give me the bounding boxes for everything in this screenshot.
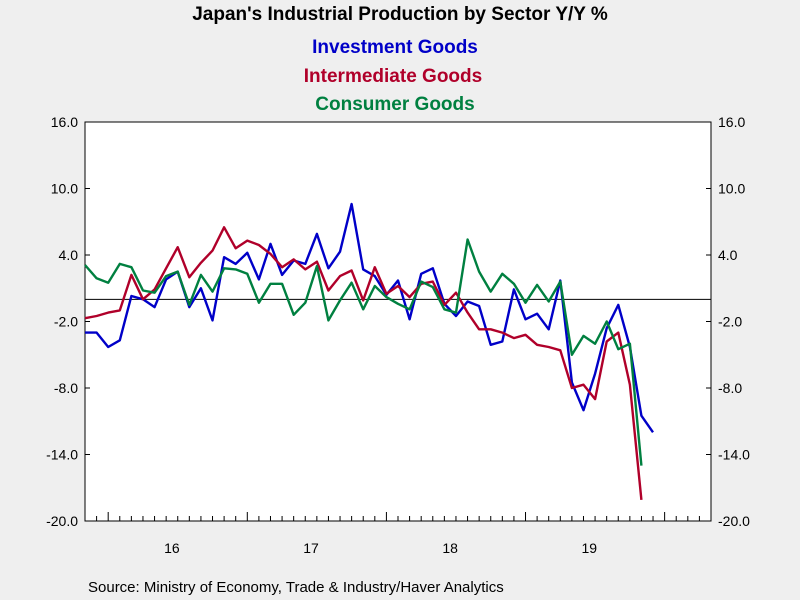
x-tick-label: 19 — [581, 540, 597, 556]
y-tick-label-left: 4.0 — [59, 247, 79, 263]
y-tick-label-left: 10.0 — [51, 181, 78, 197]
plot-area — [84, 121, 712, 522]
y-tick-label-right: -2.0 — [718, 314, 742, 330]
legend-consumer-goods: Consumer Goods — [315, 94, 474, 115]
x-tick-label: 16 — [164, 540, 180, 556]
y-tick-label-right: -14.0 — [718, 447, 750, 463]
y-tick-label-left: -20.0 — [46, 513, 78, 529]
y-tick-label-right: -8.0 — [718, 380, 742, 396]
series-line-intermediate-goods — [84, 226, 643, 501]
chart-title: Japan's Industrial Production by Sector … — [192, 4, 608, 25]
x-tick-label: 18 — [442, 540, 458, 556]
y-tick-label-left: 16.0 — [51, 114, 78, 130]
source-note: Source: Ministry of Economy, Trade & Ind… — [88, 579, 504, 596]
series-lines — [84, 202, 654, 501]
y-tick-label-left: -14.0 — [46, 447, 78, 463]
axes: 16.0 16.0 10.0 10.0 4.0 4.0 -2.0 -2.0 -8.0 -8.0 -1… — [46, 114, 750, 556]
y-tick-label-left: -2.0 — [54, 314, 78, 330]
series-line-consumer-goods — [84, 238, 643, 466]
y-tick-label-right: -20.0 — [718, 513, 750, 529]
y-tick-label-right: 16.0 — [718, 114, 745, 130]
legend-investment-goods: Investment Goods — [312, 37, 478, 58]
x-tick-label: 17 — [303, 540, 319, 556]
y-tick-label-right: 10.0 — [718, 181, 745, 197]
legend-intermediate-goods: Intermediate Goods — [304, 66, 482, 87]
y-tick-label-right: 4.0 — [718, 247, 738, 263]
y-tick-label-left: -8.0 — [54, 380, 78, 396]
